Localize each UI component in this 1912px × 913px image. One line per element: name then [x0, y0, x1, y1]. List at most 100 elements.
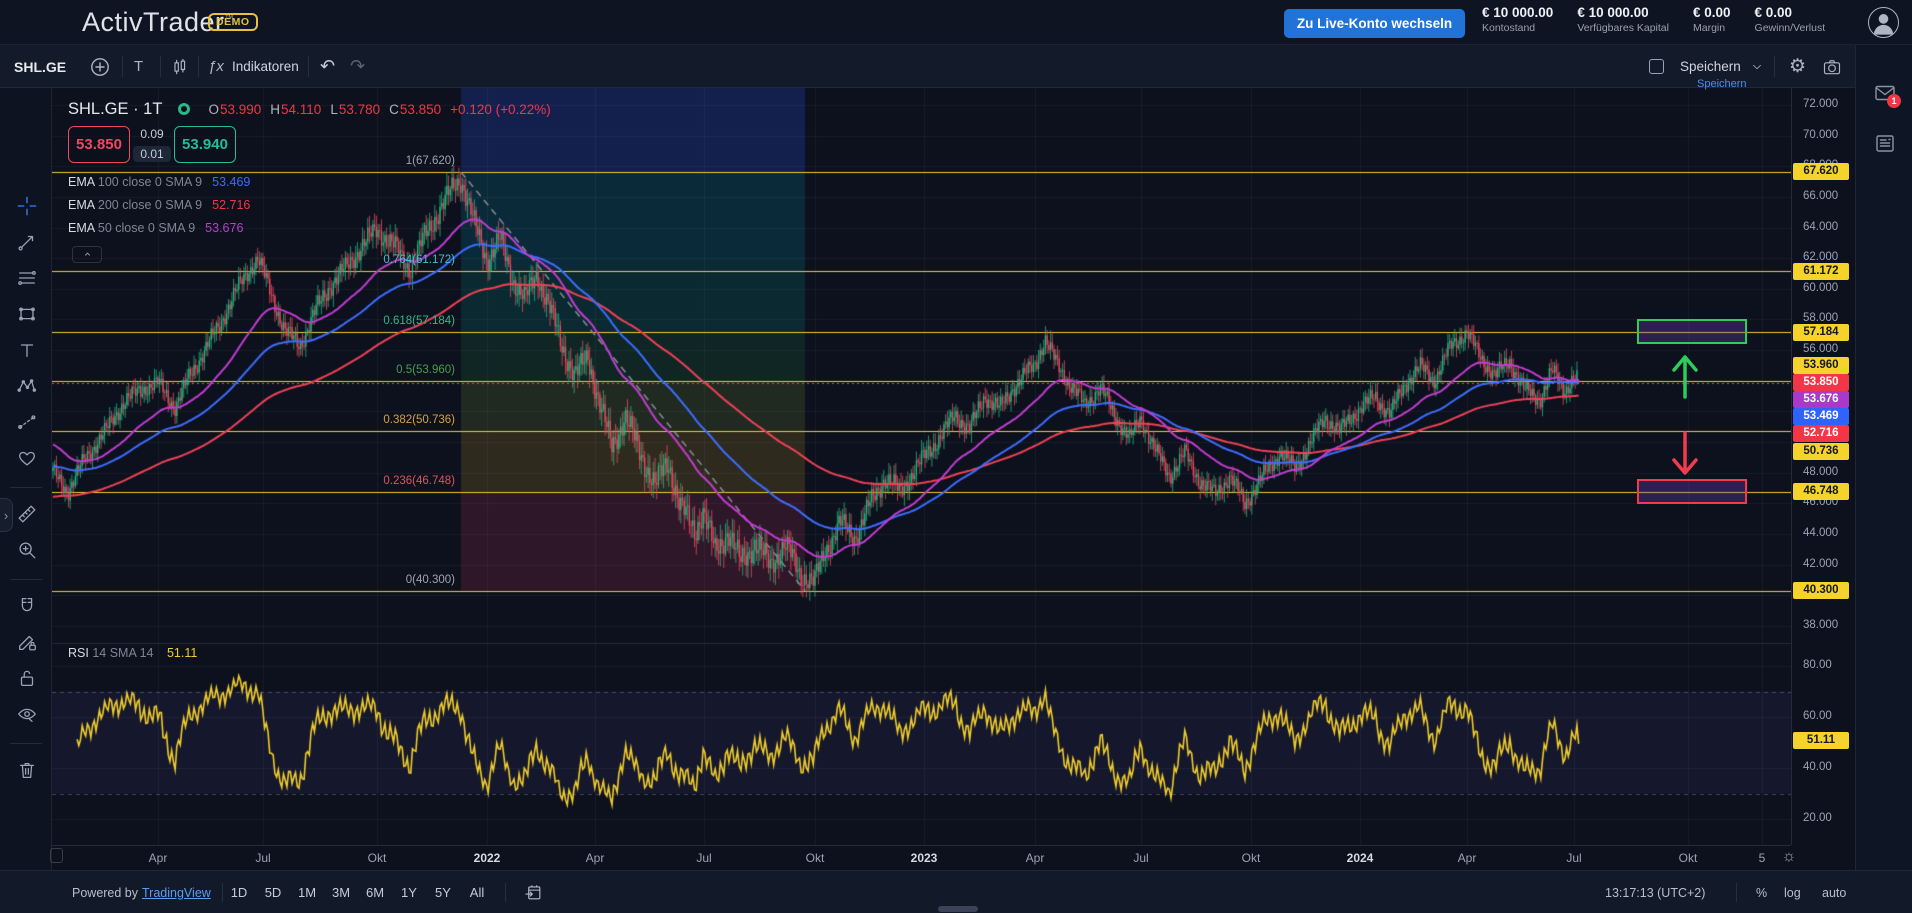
scale-button-log[interactable]: log [1784, 885, 1801, 900]
tool-magnet-icon[interactable] [14, 593, 40, 619]
tool-favorites-heart-icon[interactable] [14, 445, 40, 471]
settings-button[interactable]: ⚙ [1789, 45, 1806, 88]
news-button[interactable] [1873, 131, 1897, 155]
quote-row: 53.850 0.09 0.01 53.940 [68, 126, 236, 163]
indicators-button[interactable]: Indikatoren [232, 59, 299, 74]
sell-arrow-marker[interactable] [1664, 431, 1706, 477]
fib-level-label: 0.618(57.184) [383, 314, 455, 327]
time-tick-label: 2022 [473, 851, 501, 865]
snapshot-button[interactable] [1822, 45, 1842, 88]
redo-button[interactable]: ↷ [350, 56, 366, 76]
buy-ask-button[interactable]: 53.940 [174, 126, 236, 163]
brand-logo: ActivTrader™ [82, 7, 235, 37]
switch-to-live-button[interactable]: Zu Live-Konto wechseln [1284, 9, 1465, 38]
sell-bid-button[interactable]: 53.850 [68, 126, 130, 163]
fib-level-label: 0.382(50.736) [383, 413, 455, 426]
user-avatar[interactable] [1868, 7, 1899, 38]
tool-shapes-icon[interactable] [14, 301, 40, 327]
tool-crosshair-icon[interactable] [14, 193, 40, 219]
account-stat: € 0.00 Gewinn/Verlust [1755, 5, 1826, 34]
price-tick-label: 60.00 [1803, 710, 1832, 722]
undo-button[interactable]: ↶ [320, 56, 336, 76]
theme-sun-icon[interactable]: ☼ [1781, 848, 1797, 865]
price-tag: 50.736 [1793, 442, 1849, 460]
bottom-drag-handle[interactable] [938, 906, 978, 912]
tool-lock-all-icon[interactable] [14, 665, 40, 691]
goto-date-button[interactable] [524, 871, 543, 913]
price-tick-label: 40.00 [1803, 761, 1832, 773]
change-value: +0.120 (+0.22%) [450, 101, 551, 117]
gear-icon: ⚙ [1789, 56, 1807, 77]
buy-arrow-marker[interactable] [1664, 353, 1706, 399]
tool-measure-ruler-icon[interactable] [14, 501, 40, 527]
range-button-5y[interactable]: 5Y [435, 885, 451, 900]
price-chart-canvas[interactable] [52, 88, 1791, 845]
price-axis[interactable]: 72.00070.00068.00066.00064.00062.00060.0… [1791, 88, 1855, 845]
notification-badge: 1 [1887, 94, 1901, 108]
price-tick-label: 60.000 [1803, 282, 1839, 294]
market-status-dot[interactable] [178, 103, 191, 115]
inbox-button[interactable]: 1 [1873, 81, 1901, 108]
price-tick-label: 72.000 [1803, 98, 1839, 110]
tool-xabcd-pattern-icon[interactable] [14, 373, 40, 399]
save-button[interactable]: Speichern [1680, 59, 1741, 74]
range-button-5d[interactable]: 5D [264, 885, 282, 900]
fx-icon: ƒx [208, 58, 224, 75]
clock[interactable]: 13:17:13 (UTC+2) [1605, 885, 1706, 900]
toolbar-separator [160, 56, 161, 77]
price-tag: 61.172 [1793, 262, 1849, 280]
price-tag: 40.300 [1793, 581, 1849, 599]
spread-display: 0.09 0.01 [130, 126, 174, 163]
legend-symbol-interval[interactable]: SHL.GE · 1T [68, 99, 163, 118]
news-icon [1876, 135, 1894, 152]
time-tick-label: Okt [367, 851, 387, 865]
chart-type-button[interactable] [170, 45, 190, 88]
range-button-1d[interactable]: 1D [230, 885, 248, 900]
tool-forecast-icon[interactable] [14, 409, 40, 435]
pane-corner-button[interactable] [50, 848, 63, 863]
toolbar-separator [198, 56, 199, 77]
account-stat: € 10 000.00 Kontostand [1482, 5, 1553, 34]
indicator-row[interactable]: EMA 50 close 0 SMA 9 53.676 [68, 221, 244, 235]
time-tick-label: Okt [1241, 851, 1261, 865]
save-checkbox[interactable] [1649, 45, 1664, 88]
range-button-3m[interactable]: 3M [331, 885, 351, 900]
time-axis[interactable]: Apr Jul Okt 2022 Apr Jul Okt 2023 Apr Jul Okt 2024 A… [52, 845, 1791, 870]
scale-button-%[interactable]: % [1756, 885, 1768, 900]
range-button-1m[interactable]: 1M [297, 885, 317, 900]
ohlc-item: C53.850 [389, 101, 442, 117]
price-tick-label: 58.000 [1803, 312, 1839, 324]
fib-level-label: 1(67.620) [405, 155, 455, 168]
fib-level-label: 0.5(53.960) [396, 364, 455, 377]
trademark: ™ [224, 13, 235, 23]
tool-zoom-in-icon[interactable] [14, 537, 40, 563]
range-button-6m[interactable]: 6M [365, 885, 385, 900]
sidebar-expand-handle[interactable]: › [0, 498, 13, 532]
spread-top: 0.09 [140, 127, 164, 141]
range-button-1y[interactable]: 1Y [401, 885, 417, 900]
indicator-row[interactable]: EMA 100 close 0 SMA 9 53.469 [68, 175, 251, 189]
save-menu-button[interactable] [1750, 45, 1764, 88]
time-tick-label: 5 [1758, 851, 1766, 865]
interval-button[interactable]: T [134, 58, 144, 75]
tool-trend-line-icon[interactable] [14, 229, 40, 255]
bottom-bar: Powered by TradingView 1D 5D 1M 3M 6M 1Y 5Y All… [0, 870, 1912, 913]
tool-text-icon[interactable] [14, 337, 40, 363]
indicator-row[interactable]: EMA 200 close 0 SMA 9 52.716 [68, 198, 251, 212]
tool-hide-all-icon[interactable] [14, 701, 40, 727]
spread-bottom: 0.01 [133, 146, 171, 162]
price-tag: 52.716 [1793, 424, 1849, 442]
tool-drawing-lock-icon[interactable] [14, 629, 40, 655]
long-target-box[interactable] [1637, 319, 1747, 345]
stat-value: € 10 000.00 [1577, 5, 1649, 20]
add-symbol-button[interactable] [90, 45, 110, 88]
tool-remove-all-icon[interactable] [14, 757, 40, 783]
tool-fib-retracement-icon[interactable] [14, 265, 40, 291]
legend-collapse-button[interactable] [72, 246, 102, 263]
range-button-all[interactable]: All [469, 885, 485, 900]
right-icon-strip: 1 [1855, 45, 1912, 913]
tradingview-link[interactable]: TradingView [142, 885, 211, 900]
rsi-name: RSI [68, 646, 89, 660]
scale-button-auto[interactable]: auto [1822, 885, 1847, 900]
short-target-box[interactable] [1637, 479, 1747, 505]
